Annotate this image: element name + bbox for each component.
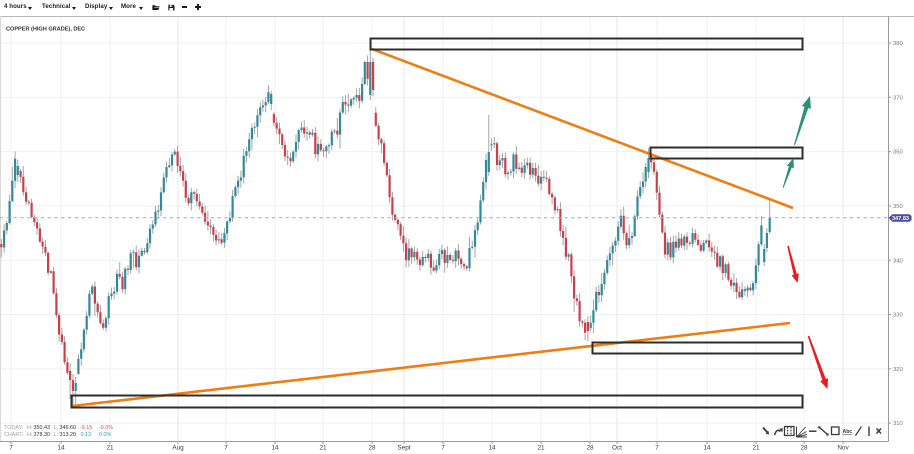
svg-text:380: 380 [893,41,904,47]
svg-text:350: 350 [893,204,904,210]
svg-text:21: 21 [537,445,545,452]
svg-text:Oct: Oct [612,445,622,452]
svg-text:21: 21 [106,445,114,452]
svg-text:H:: H: [27,432,32,438]
svg-text:Abc: Abc [843,429,853,435]
svg-text:14: 14 [488,445,496,452]
svg-text:347.83: 347.83 [892,216,909,222]
svg-text:21: 21 [319,445,327,452]
svg-text:350.43: 350.43 [34,425,51,431]
svg-text:346.60: 346.60 [60,425,77,431]
svg-text:330: 330 [893,313,904,319]
svg-text:313.20: 313.20 [60,432,77,438]
svg-text:378.30: 378.30 [34,432,51,438]
svg-text:370: 370 [893,95,904,101]
svg-text:14: 14 [57,445,65,452]
svg-text:Nov: Nov [837,445,849,452]
svg-text:28: 28 [800,445,808,452]
svg-text:340: 340 [893,258,904,264]
svg-text:0.13: 0.13 [81,432,92,438]
svg-text:28: 28 [368,445,376,452]
svg-text:-0.0%: -0.0% [99,425,113,431]
svg-text:320: 320 [893,367,904,373]
svg-text:-0.15: -0.15 [80,425,92,431]
svg-text:COPPER (HIGH GRADE), DEC: COPPER (HIGH GRADE), DEC [6,27,85,33]
svg-text:0.0%: 0.0% [99,432,111,438]
svg-text:TODAY:: TODAY: [4,425,23,431]
svg-text:21: 21 [752,445,760,452]
svg-text:7: 7 [655,445,659,452]
svg-text:14: 14 [703,445,711,452]
svg-text:7: 7 [441,445,445,452]
svg-text:L:: L: [54,432,59,438]
svg-text:Aug: Aug [172,445,184,452]
svg-text:7: 7 [9,445,13,452]
svg-text:14: 14 [271,445,279,452]
svg-text:310: 310 [893,421,904,427]
svg-text:28: 28 [586,445,594,452]
svg-text:CHART:: CHART: [4,432,23,438]
svg-text:7: 7 [224,445,228,452]
svg-text:H:: H: [27,425,32,431]
svg-text:360: 360 [893,150,904,156]
svg-text:L:: L: [54,425,59,431]
svg-text:Sept: Sept [397,445,410,452]
